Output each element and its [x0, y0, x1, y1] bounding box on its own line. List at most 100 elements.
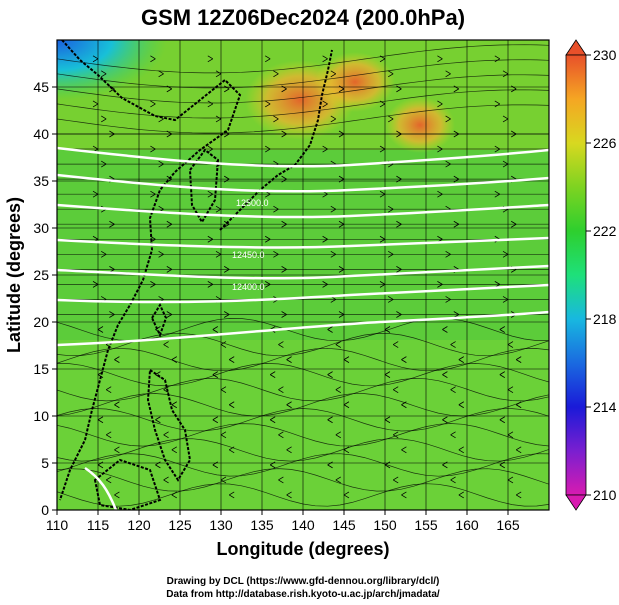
streamline-arrow [223, 311, 230, 318]
streamline-arrow [327, 461, 333, 469]
streamline-arrow [338, 175, 345, 183]
x-tick-label: 165 [496, 517, 520, 533]
streamline-arrow [379, 235, 386, 243]
streamline-arrow [223, 175, 230, 183]
x-tick-label: 120 [127, 517, 151, 533]
streamline-arrow [264, 281, 271, 288]
streamline-arrow [100, 250, 107, 258]
x-tick-label: 115 [87, 517, 110, 533]
streamline-arrow [228, 356, 235, 363]
colorbar-tick-label: 210 [593, 487, 617, 503]
streamline [57, 363, 549, 387]
streamline-arrow [105, 386, 112, 394]
streamline-arrow [150, 235, 156, 243]
colorbar-bar [565, 54, 587, 496]
warm-patch [385, 97, 455, 153]
streamline-arrow [105, 476, 112, 484]
x-axis-label: Longitude (degrees) [216, 539, 389, 559]
credit-line-1: Drawing by DCL (https://www.gfd-dennou.o… [167, 576, 440, 587]
streamline-arrow [507, 476, 514, 484]
streamline-arrow [442, 416, 448, 424]
streamline-arrow [114, 401, 120, 409]
streamline-arrow [97, 326, 104, 333]
streamline-arrow [335, 431, 342, 439]
contour-line [57, 173, 549, 193]
streamline-arrow [335, 386, 342, 394]
streamline-arrow [155, 416, 161, 424]
streamline-arrow [97, 461, 104, 469]
streamline-arrow [100, 160, 107, 168]
contour-line [57, 203, 549, 219]
contour-line [84, 466, 118, 510]
streamline-arrow [281, 266, 287, 273]
coastline-japan [219, 49, 333, 231]
streamline [57, 423, 549, 447]
streamline-arrow [220, 431, 227, 439]
contour-label: 12450.0 [232, 250, 265, 260]
streamline [57, 483, 549, 507]
streamline-arrow [207, 100, 214, 108]
y-tick-label: 35 [33, 173, 49, 189]
y-tick-label: 45 [33, 79, 49, 95]
streamline-arrow [322, 100, 328, 108]
height-contours [57, 146, 549, 510]
streamline-arrow [269, 371, 276, 378]
streamline-arrow [499, 371, 506, 378]
streamline-arrow [387, 70, 394, 78]
streamline-arrow [502, 160, 509, 168]
streamline-arrow [338, 85, 345, 93]
streamline-arrow [220, 476, 227, 484]
y-tick-label: 15 [33, 361, 49, 377]
streamline-arrow [343, 401, 350, 409]
streamline-arrow [286, 446, 292, 454]
streamline-arrow [458, 356, 465, 363]
streamline-arrow [223, 85, 230, 93]
streamline-arrow [220, 386, 227, 394]
streamline-arrow [92, 55, 99, 63]
streamline-arrow [264, 235, 271, 243]
colorbar-max-arrow [565, 39, 587, 56]
coastline-korea [188, 148, 220, 224]
streamline-arrow [273, 205, 279, 213]
streamline-arrow [499, 416, 506, 424]
y-tick-label: 30 [33, 220, 49, 236]
streamline-arrow [105, 431, 112, 439]
streamline-arrow [207, 55, 214, 63]
streamline-arrow [215, 250, 222, 258]
streamline-arrow [327, 416, 333, 424]
streamline-arrow [114, 491, 120, 499]
streamline-arrow [510, 130, 517, 138]
streamline-arrow [396, 130, 402, 138]
streamline-arrow [273, 115, 279, 123]
streamline-arrow [450, 476, 456, 484]
streamline-arrow [269, 416, 276, 424]
streamline-arrow [330, 205, 337, 213]
contour-label: 12400.0 [232, 282, 265, 292]
streamline-arrow [442, 371, 448, 378]
streamline-arrow [401, 491, 407, 499]
streamline-arrow [453, 130, 460, 138]
streamline-arrow [502, 250, 509, 258]
colorbar-tick-label: 226 [593, 135, 617, 151]
streamline-arrow [163, 476, 169, 484]
streamline-arrow [281, 311, 287, 318]
streamline-arrow [379, 190, 386, 198]
y-tick-label: 0 [41, 502, 49, 518]
streamline-arrow [515, 401, 522, 409]
streamline [57, 104, 549, 134]
streamline-arrow [278, 476, 284, 484]
streamline-arrow [450, 386, 456, 394]
streamline-arrow [109, 220, 115, 228]
x-tick-label: 140 [291, 517, 315, 533]
streamline [57, 378, 549, 402]
streamline-arrow [158, 160, 164, 168]
streamline-arrow [215, 70, 222, 78]
y-tick-label: 5 [41, 455, 49, 471]
streamline-arrow [114, 356, 120, 363]
streamline-arrow [212, 326, 219, 333]
streamline-arrow [494, 145, 501, 153]
y-axis-ticks: 0 5 10 15 20 25 30 35 40 45 [33, 79, 57, 518]
streamline-arrow [387, 115, 394, 123]
streamline [57, 393, 549, 417]
